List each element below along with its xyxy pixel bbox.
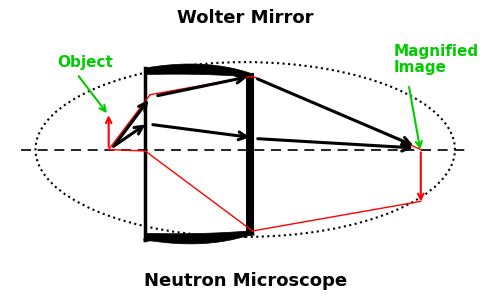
Text: Neutron Microscope: Neutron Microscope — [144, 272, 347, 290]
Polygon shape — [145, 231, 252, 244]
Polygon shape — [145, 64, 252, 77]
Text: Object: Object — [58, 55, 114, 70]
Bar — [246, 74, 252, 234]
Text: Magnified
Image: Magnified Image — [394, 44, 479, 75]
Text: Wolter Mirror: Wolter Mirror — [177, 9, 314, 27]
